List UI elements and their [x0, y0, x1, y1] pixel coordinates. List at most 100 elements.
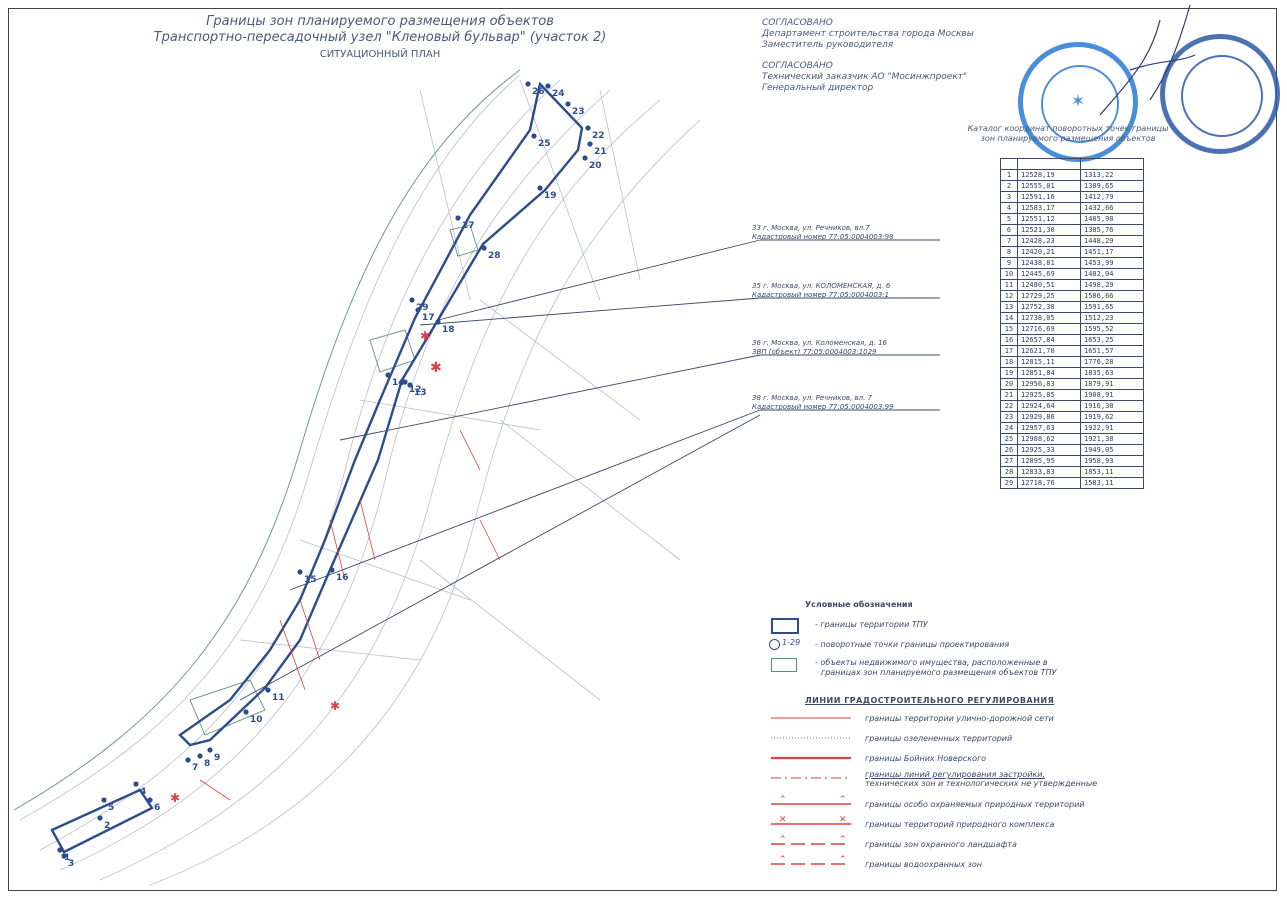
table-row: 29 12718,76 1583,11 — [1000, 477, 1144, 489]
callout-1-line-2: Кадастровый номер 77:05:0004003:98 — [752, 233, 894, 241]
boundary-point-marker — [531, 133, 537, 139]
legend-line-swatches: ⌃ ⌃ ✕ ✕ ⌃ ⌃ ⌃ ⌃ — [771, 717, 851, 865]
approval-1-line-1: Департамент строительства города Москвы — [762, 29, 974, 39]
boundary-point-label: 12 — [409, 385, 422, 395]
table-row: 11 12480,51 1498,29 — [1000, 279, 1144, 291]
boundary-point-marker — [565, 101, 571, 107]
boundary-point-marker — [329, 567, 335, 573]
boundary-point-label: 24 — [552, 89, 565, 99]
legend-point-symbol — [769, 639, 780, 650]
boundary-point-marker — [537, 185, 543, 191]
boundary-point-label: 6 — [154, 803, 160, 813]
boundary-point-marker — [61, 853, 67, 859]
boundary-point-marker — [297, 569, 303, 575]
title-line-1: Границы зон планируемого размещения объе… — [206, 14, 554, 29]
svg-text:⌃: ⌃ — [779, 835, 787, 845]
callout-4-line-2: Кадастровый номер 77:05:0004003:99 — [752, 403, 894, 411]
seal-stamp-2 — [1160, 34, 1280, 154]
legend-line-7: границы зон охранного ландшафта — [865, 840, 1017, 849]
drawing-frame — [8, 8, 1277, 891]
boundary-point-marker — [97, 815, 103, 821]
boundary-point-marker — [545, 83, 551, 89]
callout-2: 35 г. Москва, ул. КОЛОМЕНСКАЯ, д. 6 Када… — [752, 282, 890, 300]
tpu-boundary — [50, 81, 584, 854]
svg-text:⌃: ⌃ — [839, 855, 847, 865]
boundary-point-label: 5 — [108, 803, 114, 813]
title-block: Границы зон планируемого размещения объе… — [130, 14, 630, 62]
callout-2-line-1: 35 г. Москва, ул. КОЛОМЕНСКАЯ, д. 6 — [752, 282, 891, 290]
legend-objects-label-2: границах зон планируемого размещения объ… — [821, 668, 1057, 677]
svg-text:⌃: ⌃ — [839, 795, 847, 805]
title-line-3: СИТУАЦИОННЫЙ ПЛАН — [319, 49, 441, 60]
legend-point-range: 1-29 — [782, 638, 801, 647]
boundary-point-label: 25 — [538, 139, 551, 149]
legend-territory-swatch — [771, 618, 799, 634]
boundary-point-marker — [455, 215, 461, 221]
boundary-point-label: 20 — [589, 161, 602, 171]
boundary-point-marker — [57, 847, 63, 853]
legend-line-5: границы особо охраняемых природных терри… — [865, 800, 1085, 809]
boundary-point-marker — [582, 155, 588, 161]
callout-2-line-2: Кадастровый номер 77:05:0004003:1 — [752, 291, 890, 299]
boundary-point-label: 9 — [214, 753, 220, 763]
boundary-point-marker — [133, 781, 139, 787]
legend-line-8: границы водоохранных зон — [865, 860, 982, 869]
red-linework — [199, 429, 501, 801]
boundary-point-label: 16 — [336, 573, 349, 583]
boundary-point-label: 1 — [64, 853, 70, 863]
approval-1-line-2: Заместитель руководителя — [762, 40, 894, 50]
boundary-point-marker — [585, 125, 591, 131]
table-row: 10 12445,69 1482,04 — [1000, 268, 1144, 280]
legend-line-4-sub: технических зон и технологических не утв… — [865, 779, 1098, 788]
svg-text:✕: ✕ — [779, 815, 787, 825]
callout-3: 36 г. Москва, ул. Коломенская, д. 16 ЗВП… — [752, 339, 887, 357]
boundary-point-marker — [525, 81, 531, 87]
title-line-2: Транспортно-пересадочный узел "Кленовый … — [153, 30, 607, 45]
boundary-point-marker — [101, 797, 107, 803]
table-caption-1: Каталог координат поворотных точек грани… — [967, 124, 1169, 133]
callout-1: 33 г. Москва, ул. Речников, вл.7 Кадастр… — [752, 224, 894, 242]
boundary-point-label: 7 — [192, 763, 198, 773]
signature — [1099, 4, 1196, 116]
table-row: 20 12956,83 1879,91 — [1000, 378, 1144, 390]
table-row: 23 12929,86 1919,62 — [1000, 411, 1144, 423]
boundary-point-marker — [407, 382, 413, 388]
boundary-point-marker — [402, 379, 408, 385]
boundary-point-label: 8 — [204, 759, 210, 769]
legend-line-1: границы территории улично-дорожной сети — [865, 714, 1054, 723]
svg-text:✱: ✱ — [170, 791, 180, 805]
approval-2-line-1: Технический заказчик АО "Мосинжпроект" — [762, 72, 968, 82]
boundary-point-label: 4 — [140, 787, 146, 797]
boundary-point-marker — [197, 753, 203, 759]
legend-title: Условные обозначения — [805, 600, 913, 609]
boundary-point-label: 15 — [304, 575, 317, 585]
background-linework — [19, 74, 701, 886]
boundary-point-label: 28 — [488, 251, 501, 261]
boundary-point-label: 23 — [572, 107, 585, 117]
boundary-point-marker — [409, 297, 415, 303]
boundary-point-label: 22 — [592, 131, 605, 141]
callout-4-line-1: 38 г. Москва, ул. Речников, вл. 7 — [752, 394, 872, 402]
svg-text:⌃: ⌃ — [779, 855, 787, 865]
boundary-point-marker — [587, 141, 593, 147]
table-row: 3 12591,16 1412,79 — [1000, 191, 1144, 203]
table-caption-2: зон планируемого размещения объектов — [980, 134, 1156, 143]
legend-line-3: границы Бойних Новерского — [865, 754, 987, 763]
approval-2-head: СОГЛАСОВАНО — [762, 61, 833, 71]
boundary-point-label: 18 — [442, 325, 455, 335]
boundary-point-label: 14 — [392, 378, 405, 388]
boundary-point-label: 3 — [68, 859, 74, 869]
callout-4: 38 г. Москва, ул. Речников, вл. 7 Кадаст… — [752, 394, 894, 412]
legend-section-heading: ЛИНИИ ГРАДОСТРОИТЕЛЬНОГО РЕГУЛИРОВАНИЯ — [805, 696, 1055, 705]
boundary-point-marker — [243, 709, 249, 715]
svg-text:✕: ✕ — [839, 815, 847, 825]
approval-1-head: СОГЛАСОВАНО — [762, 18, 833, 28]
green-boundaries — [13, 69, 521, 811]
boundary-point-label: 21 — [594, 147, 607, 157]
approval-block: СОГЛАСОВАНО Департамент строительства го… — [762, 18, 974, 94]
table-row: 13 12752,38 1591,65 — [1000, 301, 1144, 313]
approval-2-line-2: Генеральный директор — [762, 83, 874, 93]
boundary-point-label: 29 — [416, 303, 429, 313]
